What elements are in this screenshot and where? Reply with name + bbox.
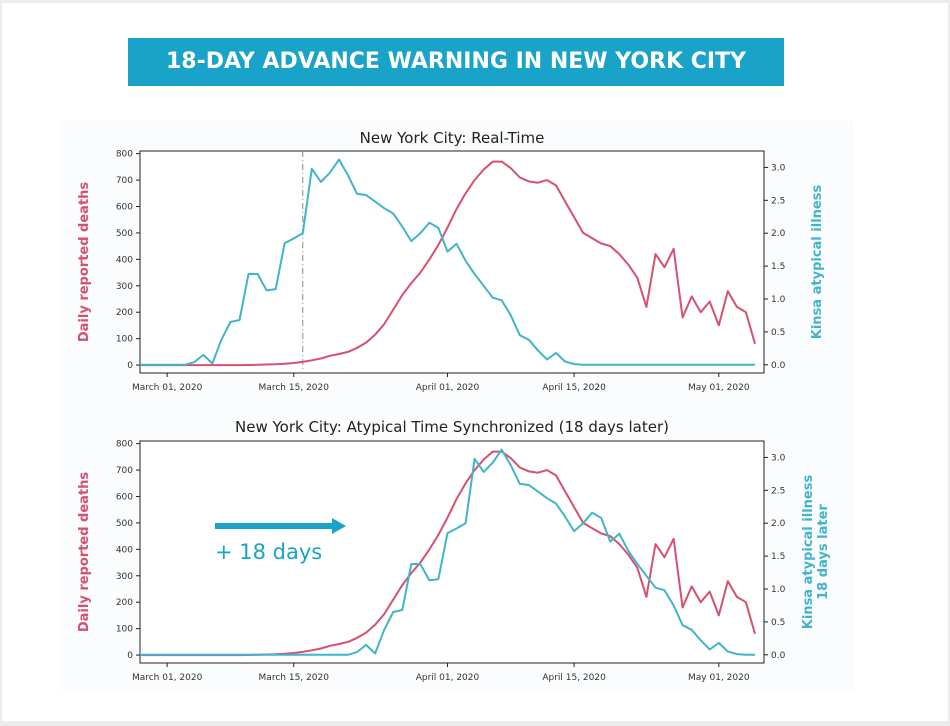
chart2-y-right-tick-label: 2.0 xyxy=(771,519,786,529)
banner-title: 18-DAY ADVANCE WARNING IN NEW YORK CITY xyxy=(128,38,784,86)
chart2-y-right-tick-label: 0.5 xyxy=(771,618,785,628)
chart1-y-right-tick-label: 2.0 xyxy=(771,229,786,239)
chart2-y-right-tick-label: 2.5 xyxy=(771,486,785,496)
chart1-x-tick-label: May 01, 2020 xyxy=(688,383,750,393)
charts-canvas: New York City: Real-Time 0 100 200 300 400 500… xyxy=(77,129,831,683)
chart1-y-left-tick-label: 600 xyxy=(116,203,133,213)
chart2-y-left-label: Daily reported deaths xyxy=(77,472,92,633)
chart2-y-right-tick-label: 3.0 xyxy=(771,453,786,463)
chart1-y-right-tick-label: 1.5 xyxy=(771,262,785,272)
chart1-title: New York City: Real-Time xyxy=(360,129,545,147)
chart2-y-left-tick-label: 300 xyxy=(116,572,133,582)
chart2-x-tick-label: May 01, 2020 xyxy=(688,673,750,683)
chart1-y-left-tick-label: 100 xyxy=(116,335,133,345)
chart1-y-right-tick-label: 3.0 xyxy=(771,163,786,173)
chart1-frame xyxy=(139,150,765,374)
chart1-y-right-label: Kinsa atypical illness xyxy=(810,185,825,340)
chart1-x-tick-label: April 01, 2020 xyxy=(416,383,480,393)
chart2-y-right-tick-label: 1.5 xyxy=(771,552,785,562)
chart1-y-left-tick-label: 700 xyxy=(116,176,133,186)
chart2-y-right-label: Kinsa atypical illness xyxy=(801,475,816,630)
chart2-y-left-tick-label: 100 xyxy=(116,625,133,635)
chart2-x-tick-label: April 15, 2020 xyxy=(542,673,606,683)
chart1-y-left-tick-label: 0 xyxy=(127,361,133,371)
chart2-x-tick-label: April 01, 2020 xyxy=(416,673,480,683)
chart1-y-right-tick-label: 0.0 xyxy=(771,361,786,371)
chart1-x-tick-label: March 01, 2020 xyxy=(132,383,203,393)
chart1-y-right-tick-label: 1.0 xyxy=(771,295,786,305)
chart2-series-deaths-line xyxy=(140,450,756,657)
chart1-y-right-tick-label: 2.5 xyxy=(771,196,785,206)
chart1-y-left-tick-label: 400 xyxy=(116,255,133,265)
chart1-x-tick-label: March 15, 2020 xyxy=(259,383,330,393)
chart2-title: New York City: Atypical Time Synchronize… xyxy=(235,418,669,436)
chart2-y-left-tick-label: 200 xyxy=(116,598,133,608)
chart2-y-right-tick-label: 0.0 xyxy=(771,651,786,661)
chart2-y-right-label-2: 18 days later xyxy=(816,504,831,600)
chart1-series-illness-line xyxy=(140,158,755,366)
chart2-y-left-tick-label: 600 xyxy=(116,493,133,503)
slide: 18-DAY ADVANCE WARNING IN NEW YORK CITY … xyxy=(2,3,948,721)
chart2-y-right-tick-label: 1.0 xyxy=(771,585,786,595)
chart1-y-left-tick-label: 500 xyxy=(116,229,133,239)
chart2-y-left-tick-label: 700 xyxy=(116,466,133,476)
chart2-x-tick-label: March 15, 2020 xyxy=(259,673,330,683)
chart1-y-left-tick-label: 200 xyxy=(116,308,133,318)
chart1-x-tick-label: April 15, 2020 xyxy=(542,383,606,393)
chart1-y-right-tick-label: 0.5 xyxy=(771,328,785,338)
chart1-y-left-tick-label: 300 xyxy=(116,282,133,292)
chart2-series-illness-line xyxy=(140,448,755,656)
chart1-y-left-label: Daily reported deaths xyxy=(77,182,92,343)
chart2-y-left-tick-label: 400 xyxy=(116,545,133,555)
plot-area: New York City: Real-Time 0 100 200 300 400 500… xyxy=(60,121,854,691)
chart2-y-left-tick-label: 0 xyxy=(127,651,133,661)
chart1-series-deaths-line xyxy=(140,160,756,367)
chart1-y-left-tick-label: 800 xyxy=(116,150,133,160)
chart2-shift-annotation: + 18 days xyxy=(215,540,322,564)
chart2-y-left-tick-label: 500 xyxy=(116,519,133,529)
chart2-shift-arrow-head xyxy=(332,518,346,534)
chart2-x-tick-label: March 01, 2020 xyxy=(132,673,203,683)
chart2-y-left-tick-label: 800 xyxy=(116,440,133,450)
